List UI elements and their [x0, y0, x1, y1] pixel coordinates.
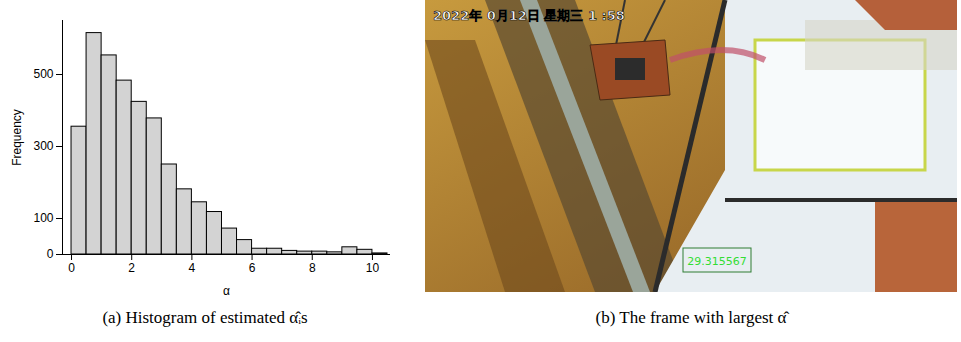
- svg-text:α: α: [223, 284, 230, 298]
- svg-text:0: 0: [68, 261, 75, 275]
- svg-text:4: 4: [189, 261, 196, 275]
- html-text:(b) The frame with largest α̂: (b) The frame with largest α̂: [595, 308, 787, 327]
- html-text:(a) Histogram of estimated α̂ᵢ: (a) Histogram of estimated α̂ᵢs: [102, 308, 308, 327]
- svg-text:2: 2: [128, 261, 135, 275]
- svg-text:10: 10: [366, 261, 380, 275]
- svg-text:29.315567: 29.315567: [687, 255, 747, 268]
- svg-text:8: 8: [309, 261, 316, 275]
- svg-text:2022年 0月12日 星期三 1 :58: 2022年 0月12日 星期三 1 :58: [433, 8, 625, 23]
- svg-text:0: 0: [47, 247, 54, 261]
- svg-text:500: 500: [33, 67, 53, 81]
- svg-text:Frequency: Frequency: [10, 109, 24, 166]
- svg-text:6: 6: [249, 261, 256, 275]
- svg-text:100: 100: [33, 211, 53, 225]
- svg-text:300: 300: [33, 139, 53, 153]
